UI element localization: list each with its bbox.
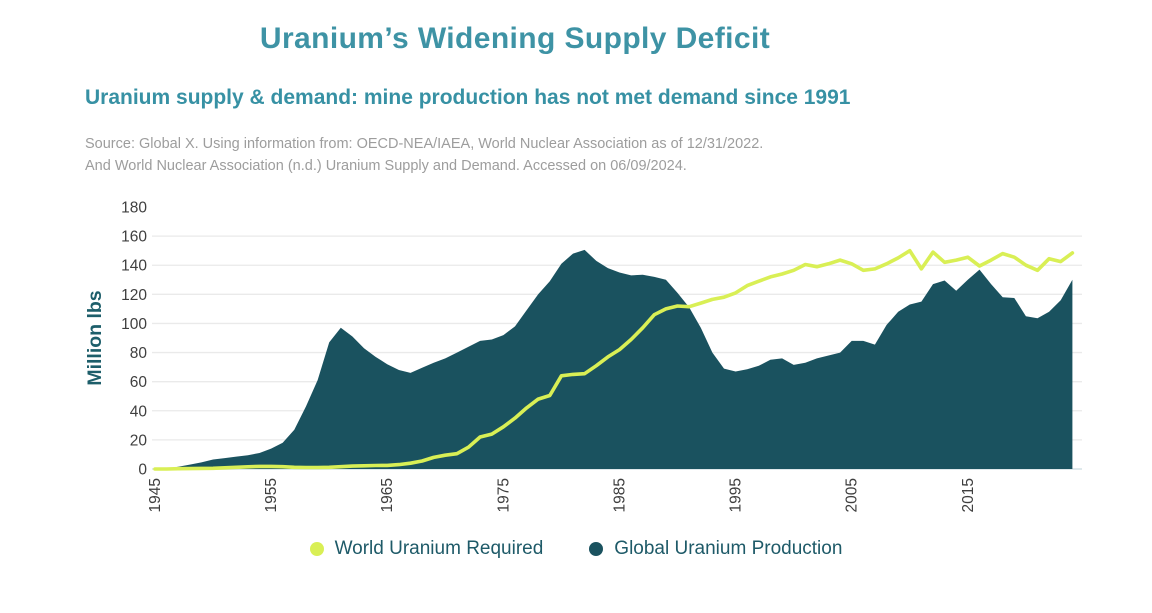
y-tick-label-0: 0 <box>138 462 147 479</box>
y-tick-label-160: 160 <box>121 229 147 246</box>
legend-dot-required <box>309 542 324 556</box>
x-tick-label-1945: 1945 <box>147 478 164 512</box>
y-tick-label-40: 40 <box>130 403 148 420</box>
source-line-2: And World Nuclear Association (n.d.) Ura… <box>85 158 687 174</box>
y-tick-label-80: 80 <box>130 345 148 362</box>
y-tick-label-180: 180 <box>121 200 147 217</box>
y-tick-label-140: 140 <box>121 258 147 275</box>
source-note: Source: Global X. Using information from… <box>85 133 1085 177</box>
production-area <box>155 249 1073 469</box>
demand-line <box>153 248 1075 471</box>
x-tick-label-1995: 1995 <box>728 478 745 512</box>
legend-dot-production <box>589 542 604 556</box>
y-tick-label-20: 20 <box>130 432 148 449</box>
x-tick-label-1975: 1975 <box>495 478 512 512</box>
source-line-1: Source: Global X. Using information from… <box>85 136 764 152</box>
page-title: Uranium’s Widening Supply Deficit <box>259 22 771 55</box>
chart-subtitle: Uranium supply & demand: mine production… <box>85 86 851 109</box>
y-axis-title: Million lbs <box>84 290 106 385</box>
x-tick-label-1965: 1965 <box>379 478 396 512</box>
chart-legend: World Uranium Required Global Uranium Pro… <box>0 538 1152 560</box>
y-tick-label-120: 120 <box>121 287 147 304</box>
legend-label-production: Global Uranium Production <box>614 538 843 559</box>
x-tick-label-2015: 2015 <box>960 478 977 512</box>
y-tick-label-60: 60 <box>130 374 148 391</box>
legend-label-required: World Uranium Required <box>334 538 544 559</box>
legend-item-production: Global Uranium Production <box>589 538 842 560</box>
x-tick-label-1985: 1985 <box>611 478 628 512</box>
uranium-supply-demand-chart: 0 20 40 60 80 100 120 140 160 180 1945 1955 1965 1975… <box>84 200 1082 512</box>
x-tick-label-2005: 2005 <box>844 478 861 512</box>
x-tick-label-1955: 1955 <box>263 478 280 512</box>
legend-item-required: World Uranium Required <box>309 538 544 560</box>
y-tick-label-100: 100 <box>121 316 147 333</box>
title-wrap: Uranium’s Widening Supply Deficit <box>85 22 945 56</box>
